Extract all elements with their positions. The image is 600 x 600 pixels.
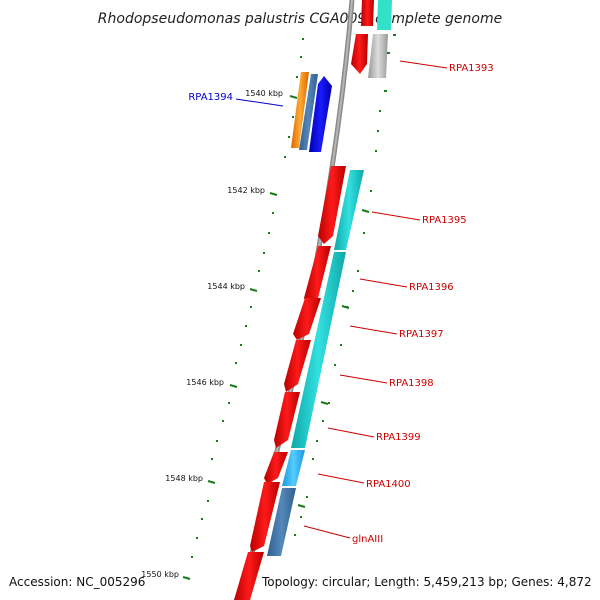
gene-label-rpa1396[interactable]: RPA1396	[409, 282, 454, 293]
label-leaders	[235, 60, 448, 539]
tick-marks-right-major	[297, 209, 370, 508]
accession-text: Accession: NC_005296	[9, 575, 145, 589]
genome-summary-text: Topology: circular; Length: 5,459,213 bp…	[261, 575, 592, 589]
scale-label-1548: 1548 kbp	[165, 474, 203, 483]
gene-label-rpa1398[interactable]: RPA1398	[389, 378, 434, 389]
scale-label-1550: 1550 kbp	[141, 570, 179, 579]
gene-top-red	[361, 0, 374, 26]
gene-lightblue	[282, 450, 305, 486]
gene-label-rpa1397[interactable]: RPA1397	[399, 329, 444, 340]
gene-label-rpa1393[interactable]: RPA1393	[449, 63, 494, 74]
gene-rpa1393-gray	[368, 34, 388, 78]
gene-label-glnaiii[interactable]: glnAIII	[352, 534, 383, 545]
scale-label-1546: 1546 kbp	[186, 378, 224, 387]
gene-rpa1394-orange	[291, 72, 309, 148]
gene-label-rpa1395[interactable]: RPA1395	[422, 215, 467, 226]
gene-label-rpa1394[interactable]: RPA1394	[188, 92, 233, 103]
scale-label-1540: 1540 kbp	[245, 89, 283, 98]
gene-label-rpa1400[interactable]: RPA1400	[366, 479, 411, 490]
forward-cds-chain	[234, 166, 346, 600]
gene-cyan-strip-2	[291, 252, 346, 448]
map-title: Rhodopseudomonas palustris CGA009, compl…	[98, 11, 502, 27]
gene-rpa1394-blue	[309, 76, 332, 152]
gene-rpa1394-steel	[299, 74, 318, 150]
gene-rpa1393-red	[351, 34, 368, 74]
gene-label-rpa1399[interactable]: RPA1399	[376, 432, 421, 443]
scale-label-1542: 1542 kbp	[227, 186, 265, 195]
gene-steelblue-glnaiii	[267, 488, 296, 556]
gene-top-cyan	[377, 0, 392, 30]
scale-ticks-major	[182, 95, 298, 580]
gene-cyan-strip	[334, 170, 364, 250]
tick-dots-left	[191, 38, 304, 558]
scale-label-1544: 1544 kbp	[207, 282, 245, 291]
